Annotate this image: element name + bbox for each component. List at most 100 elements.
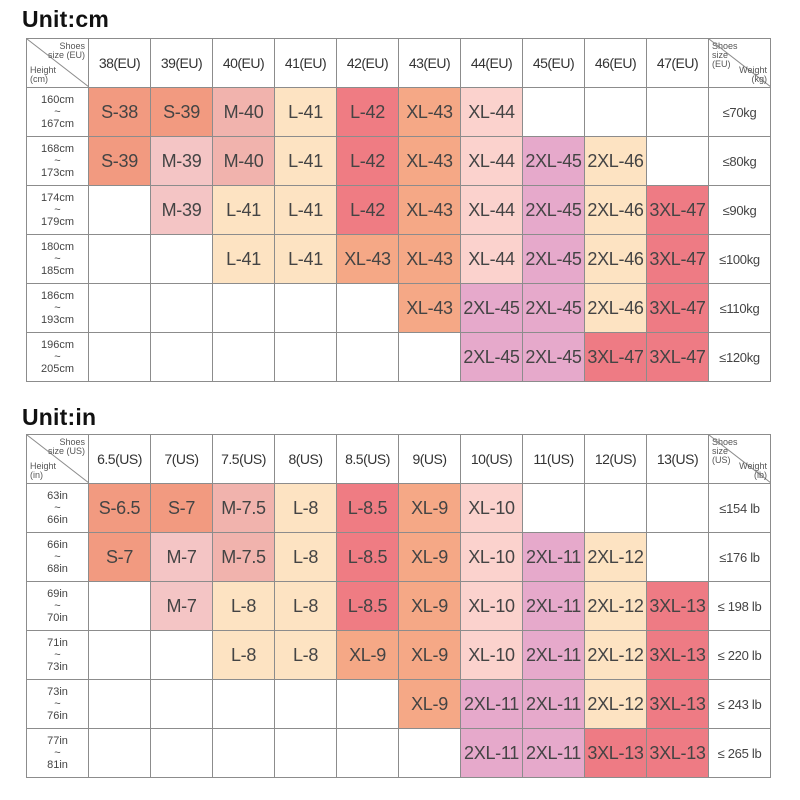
size-cell: L-41 xyxy=(212,185,275,235)
table-row: 69in ~70in M-7 L-8 L-8 L-8.5 XL-9 XL-10 2XL-11 2X… xyxy=(26,581,771,631)
cm-shoe-size-header: 44(EU) xyxy=(460,38,523,88)
size-cell xyxy=(212,332,275,382)
in-weight-corner-header: Shoes size (US) Weight (lb) xyxy=(708,434,771,484)
size-cell: 2XL-12 xyxy=(584,679,647,729)
size-cell: 2XL-11 xyxy=(522,532,585,582)
in-shoe-size-header: 6.5(US) xyxy=(88,434,151,484)
size-cell: 2XL-45 xyxy=(460,283,523,333)
cm-height-range: 174cm ~179cm xyxy=(26,185,89,235)
size-cell: XL-43 xyxy=(398,185,461,235)
table-row: 160cm ~167cm S-38 S-39 M-40 L-41 L-42 XL-43 XL-4… xyxy=(26,87,771,137)
size-cell: L-41 xyxy=(274,87,337,137)
table-row: 168cm ~173cm S-39 M-39 M-40 L-41 L-42 XL-43 XL-4… xyxy=(26,136,771,186)
size-cell: XL-10 xyxy=(460,532,523,582)
size-cell: L-8.5 xyxy=(336,581,399,631)
size-cell: 2XL-12 xyxy=(584,630,647,680)
cm-weight-limit: ≤80kg xyxy=(708,136,771,186)
size-cell xyxy=(88,728,151,778)
size-cell: L-41 xyxy=(212,234,275,284)
size-cell xyxy=(646,136,709,186)
size-cell xyxy=(274,283,337,333)
in-weight-limit: ≤ 265 lb xyxy=(708,728,771,778)
size-cell xyxy=(150,728,213,778)
in-shoe-size-header: 7.5(US) xyxy=(212,434,275,484)
size-cell: M-39 xyxy=(150,136,213,186)
size-cell: XL-10 xyxy=(460,581,523,631)
size-cell: L-8 xyxy=(274,581,337,631)
size-cell xyxy=(336,728,399,778)
size-cell: L-8.5 xyxy=(336,532,399,582)
size-cell: 2XL-11 xyxy=(522,581,585,631)
cm-weight-limit: ≤100kg xyxy=(708,234,771,284)
in-height-range: 63in ~66in xyxy=(26,483,89,533)
cm-size-table: Shoes size (EU) Height (cm) 38(EU) 39(EU) 40(E… xyxy=(26,38,771,382)
table-row: 63in ~66in S-6.5 S-7 M-7.5 L-8 L-8.5 XL-9 XL-10 ≤… xyxy=(26,483,771,533)
size-cell xyxy=(88,283,151,333)
cm-shoe-size-header: 41(EU) xyxy=(274,38,337,88)
size-cell: M-7 xyxy=(150,532,213,582)
size-cell: 2XL-46 xyxy=(584,185,647,235)
cm-weight-limit: ≤120kg xyxy=(708,332,771,382)
size-cell: XL-44 xyxy=(460,87,523,137)
size-cell: 2XL-46 xyxy=(584,136,647,186)
size-cell xyxy=(522,87,585,137)
size-cell: S-38 xyxy=(88,87,151,137)
cm-height-range: 180cm ~185cm xyxy=(26,234,89,284)
size-cell: L-42 xyxy=(336,87,399,137)
size-cell xyxy=(212,728,275,778)
size-cell: M-40 xyxy=(212,87,275,137)
size-cell: L-8 xyxy=(274,630,337,680)
in-height-range: 71in ~73in xyxy=(26,630,89,680)
table-row: 174cm ~179cm M-39 L-41 L-41 L-42 XL-43 XL-44 2XL… xyxy=(26,185,771,235)
in-height-range: 66in ~68in xyxy=(26,532,89,582)
size-cell: 2XL-46 xyxy=(584,234,647,284)
size-cell: 2XL-11 xyxy=(460,679,523,729)
size-cell xyxy=(336,679,399,729)
size-cell xyxy=(88,185,151,235)
size-cell: XL-9 xyxy=(398,581,461,631)
size-cell: 2XL-12 xyxy=(584,532,647,582)
table-row: 77in ~81in 2XL-11 2XL-11 3XL-13 3XL-13 ≤ 265 l… xyxy=(26,728,771,778)
size-cell: 2XL-11 xyxy=(522,630,585,680)
table-row: 71in ~73in L-8 L-8 XL-9 XL-9 XL-10 2XL-11 2XL-12… xyxy=(26,630,771,680)
size-cell: 3XL-47 xyxy=(646,283,709,333)
table-row: 66in ~68in S-7 M-7 M-7.5 L-8 L-8.5 XL-9 XL-10 2XL… xyxy=(26,532,771,582)
size-cell xyxy=(150,234,213,284)
size-cell: 2XL-45 xyxy=(522,332,585,382)
size-cell: M-7.5 xyxy=(212,532,275,582)
size-cell: XL-9 xyxy=(398,679,461,729)
size-cell: L-8 xyxy=(212,630,275,680)
in-shoe-size-header: 8(US) xyxy=(274,434,337,484)
size-cell: XL-10 xyxy=(460,630,523,680)
cm-weight-limit: ≤110kg xyxy=(708,283,771,333)
size-cell: 2XL-45 xyxy=(522,234,585,284)
size-cell: M-7.5 xyxy=(212,483,275,533)
in-corner-header: Shoes size (US) Height (in) xyxy=(26,434,89,484)
size-cell: S-6.5 xyxy=(88,483,151,533)
size-cell: 3XL-47 xyxy=(584,332,647,382)
size-cell xyxy=(212,283,275,333)
size-cell: L-8 xyxy=(274,483,337,533)
size-cell: L-41 xyxy=(274,234,337,284)
size-cell: 2XL-45 xyxy=(460,332,523,382)
size-cell xyxy=(584,483,647,533)
size-cell: 2XL-45 xyxy=(522,283,585,333)
size-cell: 3XL-47 xyxy=(646,185,709,235)
size-cell: 3XL-47 xyxy=(646,332,709,382)
size-cell: L-42 xyxy=(336,185,399,235)
cm-shoe-size-header: 46(EU) xyxy=(584,38,647,88)
size-cell xyxy=(274,332,337,382)
cm-section-title: Unit:cm xyxy=(22,6,110,32)
in-weight-limit: ≤ 220 lb xyxy=(708,630,771,680)
size-cell xyxy=(398,332,461,382)
size-cell: XL-44 xyxy=(460,136,523,186)
size-cell: L-8 xyxy=(212,581,275,631)
size-cell: XL-9 xyxy=(336,630,399,680)
size-cell: XL-43 xyxy=(398,283,461,333)
in-shoe-size-header: 12(US) xyxy=(584,434,647,484)
cm-shoe-size-header: 43(EU) xyxy=(398,38,461,88)
table-row: 73in ~76in XL-9 2XL-11 2XL-11 2XL-12 3XL-13 ≤ 2… xyxy=(26,679,771,729)
size-cell: L-41 xyxy=(274,185,337,235)
in-height-range: 77in ~81in xyxy=(26,728,89,778)
in-height-range: 69in ~70in xyxy=(26,581,89,631)
